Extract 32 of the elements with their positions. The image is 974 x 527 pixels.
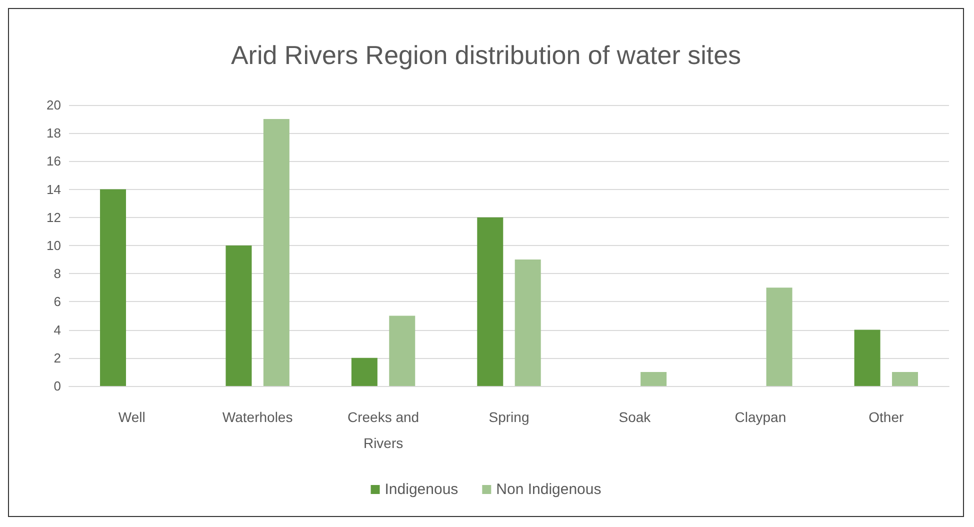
y-tick-label: 10	[46, 238, 61, 253]
y-tick-label: 16	[46, 154, 61, 169]
y-tick-label: 8	[54, 266, 61, 282]
bar	[389, 316, 416, 386]
x-tick-label: Well	[118, 409, 146, 425]
y-tick-label: 20	[46, 98, 61, 112]
y-tick-label: 12	[46, 210, 61, 225]
x-tick-label: Soak	[618, 409, 652, 425]
x-tick-label: Creeks and Rivers	[347, 409, 420, 451]
y-tick-label: 2	[54, 350, 61, 366]
legend-label: Indigenous	[384, 481, 458, 498]
x-tick-label: Claypan	[734, 409, 786, 425]
bar	[766, 288, 792, 386]
bar	[351, 358, 378, 386]
bar	[100, 189, 126, 386]
bar	[892, 372, 918, 386]
bar	[640, 372, 667, 386]
chart-title: Arid Rivers Region distribution of water sites	[230, 40, 742, 70]
bar	[263, 119, 290, 386]
y-tick-label: 6	[54, 294, 61, 310]
bar	[477, 217, 504, 386]
x-tick-label: Spring	[488, 409, 530, 425]
y-tick-label: 14	[46, 182, 61, 197]
y-tick-label: 0	[54, 378, 61, 394]
legend-label: Non Indigenous	[496, 481, 602, 498]
x-tick-label: Waterholes	[222, 409, 293, 425]
y-tick-label: 4	[54, 322, 61, 338]
bar	[226, 246, 252, 386]
bar	[854, 330, 880, 386]
bar	[514, 260, 541, 386]
x-tick-label: Other	[868, 409, 904, 425]
y-tick-label: 18	[46, 126, 61, 141]
